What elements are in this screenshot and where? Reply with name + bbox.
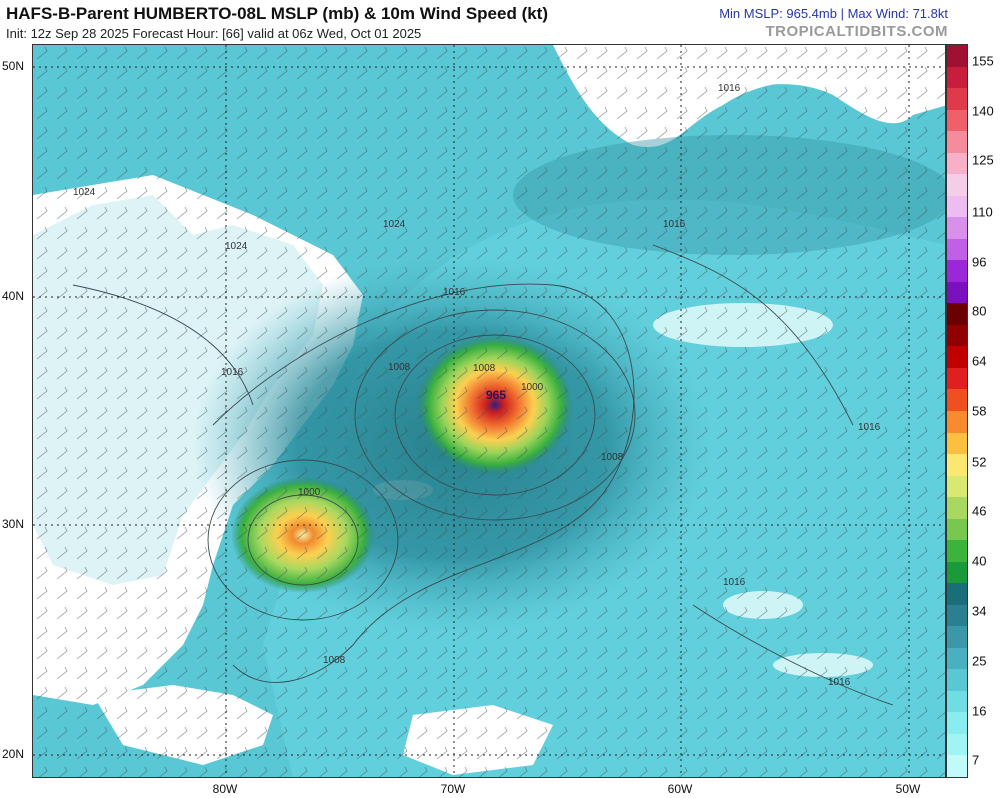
pressure-label: 1008 (388, 362, 411, 373)
lon-label: 60W (667, 782, 693, 796)
pressure-label: 1000 (298, 487, 321, 498)
colorbar-segment (947, 432, 967, 455)
colorbar-label: 125 (972, 152, 994, 168)
colorbar-label: 52 (972, 454, 987, 470)
colorbar-label: 110 (972, 204, 993, 220)
colorbar-segment (947, 583, 967, 606)
colorbar-label: 96 (972, 254, 987, 270)
pressure-label: 1024 (225, 241, 248, 252)
colorbar-segment (947, 475, 967, 498)
lon-label: 50W (895, 782, 921, 796)
pressure-label: 1016 (828, 677, 851, 688)
wind-map: 1016 1024 1024 1024 1016 1016 1016 1008 … (32, 44, 946, 778)
colorbar-segment (947, 174, 967, 197)
brand-watermark: TROPICALTIDBITS.COM (765, 23, 948, 40)
lon-label: 80W (212, 782, 238, 796)
colorbar-label: 16 (972, 703, 987, 719)
colorbar-segment (947, 281, 967, 304)
colorbar-segment (947, 238, 967, 261)
colorbar-segment (947, 109, 967, 132)
colorbar-segment (947, 454, 967, 477)
colorbar-segment (947, 217, 967, 240)
colorbar-segment (947, 88, 967, 111)
colorbar-segment (947, 669, 967, 692)
colorbar-segment (947, 755, 967, 778)
colorbar-segment (947, 604, 967, 627)
colorbar-segment (947, 131, 967, 154)
pressure-label: 1008 (473, 363, 496, 374)
pressure-label: 1016 (723, 577, 746, 588)
colorbar-segment (947, 45, 967, 68)
lon-label: 70W (440, 782, 466, 796)
colorbar-label: 155 (972, 53, 994, 69)
pressure-label: 1016 (858, 422, 881, 433)
colorbar-segment (947, 647, 967, 670)
colorbar-label: 64 (972, 353, 987, 369)
colorbar-segment (947, 497, 967, 520)
colorbar-label: 58 (972, 403, 987, 419)
colorbar-segment (947, 195, 967, 218)
colorbar-segment (947, 540, 967, 563)
pressure-label: 1008 (601, 452, 624, 463)
pressure-label: 1016 (221, 367, 244, 378)
pressure-label: 1008 (323, 655, 346, 666)
colorbar-label: 25 (972, 653, 987, 669)
pressure-label: 1000 (521, 382, 544, 393)
lat-label: 30N (2, 517, 25, 531)
colorbar-label: 40 (972, 553, 987, 569)
colorbar-label: 140 (972, 103, 994, 119)
colorbar-segment (947, 152, 967, 175)
pressure-label: 1016 (663, 219, 686, 230)
colorbar-segment (947, 324, 967, 347)
pressure-label: 1016 (443, 287, 466, 298)
colorbar-label: 46 (972, 503, 987, 519)
lat-label: 20N (2, 747, 25, 761)
pressure-label: 965 (486, 388, 506, 402)
chart-title: HAFS-B-Parent HUMBERTO-08L MSLP (mb) & 1… (6, 4, 549, 23)
storm-stats: Min MSLP: 965.4mb | Max Wind: 71.8kt (719, 6, 948, 21)
colorbar-segment (947, 367, 967, 390)
colorbar-segment (947, 626, 967, 649)
colorbar-label: 34 (972, 603, 987, 619)
colorbar-segment (947, 260, 967, 283)
colorbar-segment (947, 411, 967, 434)
colorbar-segment (947, 561, 967, 584)
lat-label: 40N (2, 289, 25, 303)
colorbar-label: 7 (972, 752, 980, 768)
pressure-label: 1024 (383, 219, 406, 230)
colorbar-segment (947, 303, 967, 326)
colorbar-segment (947, 518, 967, 541)
colorbar-segment (947, 690, 967, 713)
colorbar-segment (947, 389, 967, 412)
colorbar-segment (947, 346, 967, 369)
wind-speed-colorbar (946, 44, 968, 778)
lat-label: 50N (2, 59, 25, 73)
colorbar-segment (947, 712, 967, 735)
colorbar-segment (947, 733, 967, 756)
colorbar-segment (947, 66, 967, 89)
pressure-label: 1024 (73, 187, 96, 198)
chart-subtitle: Init: 12z Sep 28 2025 Forecast Hour: [66… (6, 26, 422, 41)
colorbar-label: 80 (972, 303, 987, 319)
pressure-label: 1016 (718, 83, 741, 94)
